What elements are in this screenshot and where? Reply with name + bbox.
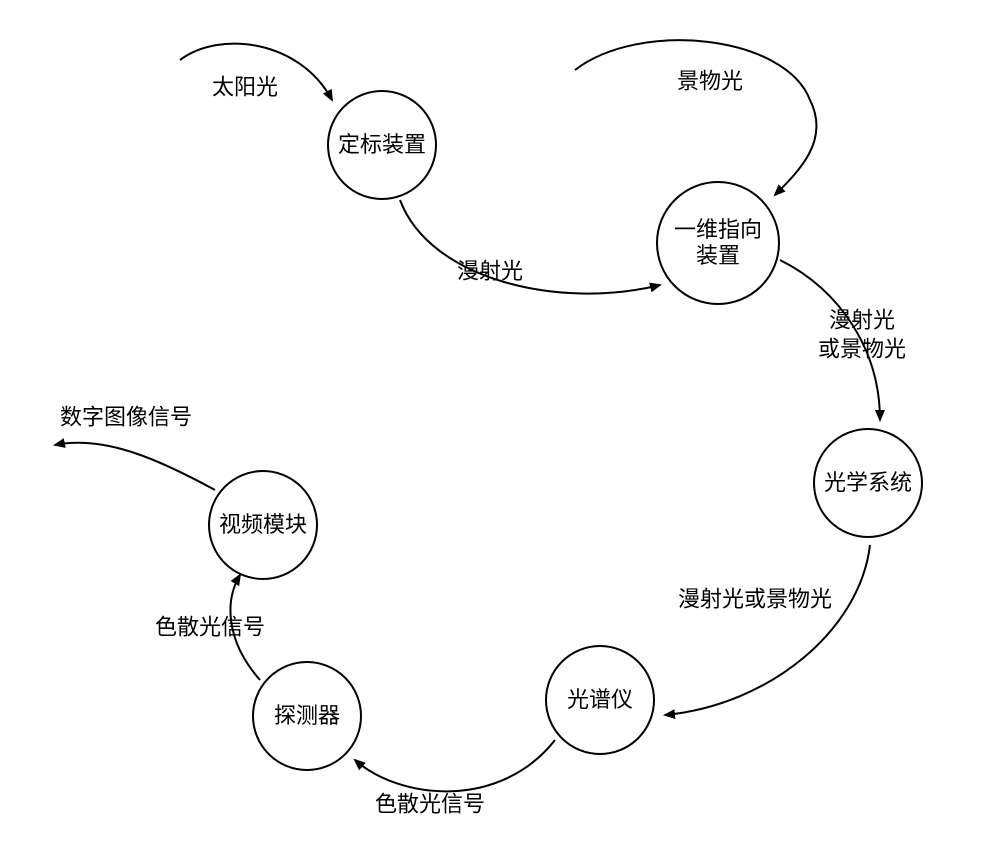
edge-label-dispersion_2: 色散光信号 [155,614,265,643]
edge-e_calib_to_pointing [400,200,660,294]
edge-e_video_out [55,443,215,490]
node-video: 视频模块 [208,470,318,580]
node-calibration: 定标装置 [327,90,437,200]
edge-label-sunlight: 太阳光 [212,74,278,103]
node-pointing: 一维指向 装置 [656,181,780,305]
node-label-calibration: 定标装置 [338,132,426,158]
edge-e_optical_to_spec [665,545,870,715]
edge-label-diffuse_or_scene_2: 漫射光或景物光 [678,586,832,615]
node-label-video: 视频模块 [219,512,307,538]
edge-label-scene_light_in: 景物光 [677,68,743,97]
edge-e_scene_to_pointing [575,40,817,195]
edge-label-diffuse_out: 漫射光 [457,258,523,287]
node-optical: 光学系统 [813,428,923,538]
node-label-pointing: 一维指向 装置 [674,217,762,270]
node-label-spectrometer: 光谱仪 [567,687,633,713]
node-detector: 探测器 [252,661,362,771]
edge-e_spec_to_detector [355,740,555,791]
edge-label-digital_signal: 数字图像信号 [60,404,192,433]
edge-label-dispersion_1: 色散光信号 [375,791,485,820]
edge-label-diffuse_or_scene_1: 漫射光 或景物光 [818,306,906,363]
node-label-detector: 探测器 [274,703,340,729]
node-label-optical: 光学系统 [824,470,912,496]
node-spectrometer: 光谱仪 [545,645,655,755]
